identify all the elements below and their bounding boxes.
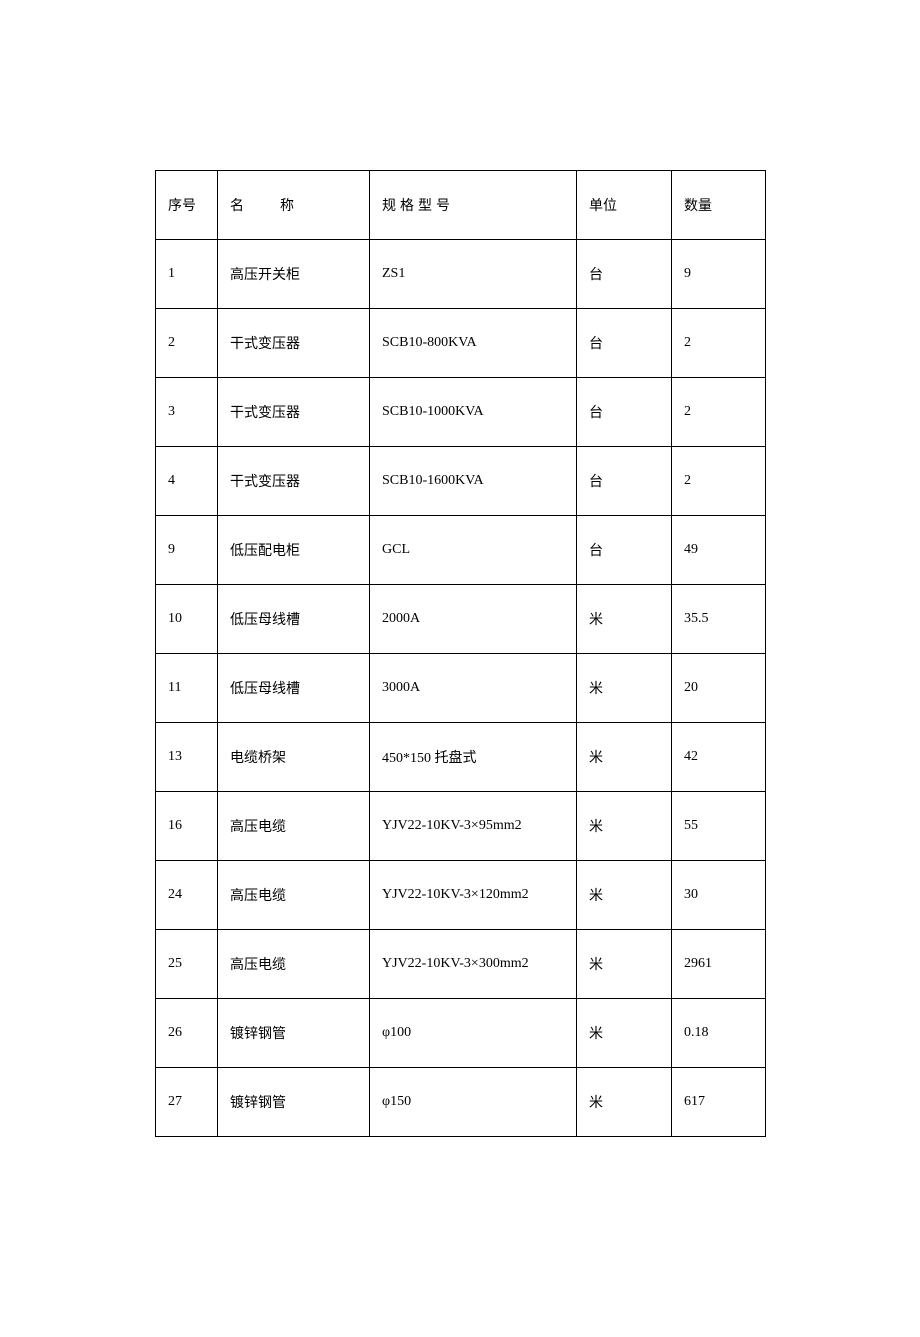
table-row: 24 高压电缆 YJV22-10KV-3×120mm2 米 30 <box>156 861 766 930</box>
table-row: 16 高压电缆 YJV22-10KV-3×95mm2 米 55 <box>156 792 766 861</box>
cell-name: 高压电缆 <box>218 861 370 930</box>
header-name: 名称 <box>218 171 370 240</box>
cell-unit: 台 <box>577 378 672 447</box>
cell-unit: 米 <box>577 861 672 930</box>
table-row: 3 干式变压器 SCB10-1000KVA 台 2 <box>156 378 766 447</box>
table-body: 1 高压开关柜 ZS1 台 9 2 干式变压器 SCB10-800KVA 台 2… <box>156 240 766 1137</box>
cell-spec: SCB10-800KVA <box>370 309 577 378</box>
cell-name: 干式变压器 <box>218 447 370 516</box>
cell-qty: 9 <box>672 240 766 309</box>
cell-spec: GCL <box>370 516 577 585</box>
cell-spec: YJV22-10KV-3×120mm2 <box>370 861 577 930</box>
cell-seq: 4 <box>156 447 218 516</box>
cell-qty: 2 <box>672 309 766 378</box>
cell-seq: 11 <box>156 654 218 723</box>
cell-seq: 27 <box>156 1068 218 1137</box>
cell-qty: 49 <box>672 516 766 585</box>
header-qty: 数量 <box>672 171 766 240</box>
cell-name: 高压电缆 <box>218 792 370 861</box>
cell-seq: 2 <box>156 309 218 378</box>
cell-spec: φ100 <box>370 999 577 1068</box>
cell-spec: 2000A <box>370 585 577 654</box>
cell-unit: 台 <box>577 447 672 516</box>
cell-qty: 2 <box>672 447 766 516</box>
cell-unit: 米 <box>577 723 672 792</box>
cell-unit: 米 <box>577 1068 672 1137</box>
table-row: 4 干式变压器 SCB10-1600KVA 台 2 <box>156 447 766 516</box>
cell-qty: 55 <box>672 792 766 861</box>
cell-unit: 米 <box>577 654 672 723</box>
cell-seq: 24 <box>156 861 218 930</box>
cell-name: 干式变压器 <box>218 309 370 378</box>
cell-qty: 30 <box>672 861 766 930</box>
table-row: 10 低压母线槽 2000A 米 35.5 <box>156 585 766 654</box>
table-header-row: 序号 名称 规格型号 单位 数量 <box>156 171 766 240</box>
cell-unit: 台 <box>577 309 672 378</box>
cell-unit: 米 <box>577 585 672 654</box>
cell-spec: ZS1 <box>370 240 577 309</box>
table-row: 26 镀锌钢管 φ100 米 0.18 <box>156 999 766 1068</box>
cell-seq: 9 <box>156 516 218 585</box>
cell-seq: 25 <box>156 930 218 999</box>
cell-spec: SCB10-1000KVA <box>370 378 577 447</box>
cell-qty: 0.18 <box>672 999 766 1068</box>
table-row: 25 高压电缆 YJV22-10KV-3×300mm2 米 2961 <box>156 930 766 999</box>
cell-seq: 3 <box>156 378 218 447</box>
cell-qty: 42 <box>672 723 766 792</box>
table-row: 27 镀锌钢管 φ150 米 617 <box>156 1068 766 1137</box>
cell-name: 干式变压器 <box>218 378 370 447</box>
header-unit: 单位 <box>577 171 672 240</box>
table-row: 1 高压开关柜 ZS1 台 9 <box>156 240 766 309</box>
cell-seq: 26 <box>156 999 218 1068</box>
cell-name: 镀锌钢管 <box>218 1068 370 1137</box>
cell-unit: 米 <box>577 999 672 1068</box>
cell-spec: YJV22-10KV-3×95mm2 <box>370 792 577 861</box>
cell-unit: 米 <box>577 792 672 861</box>
table-row: 9 低压配电柜 GCL 台 49 <box>156 516 766 585</box>
cell-spec: SCB10-1600KVA <box>370 447 577 516</box>
cell-name: 低压母线槽 <box>218 585 370 654</box>
cell-spec: 3000A <box>370 654 577 723</box>
cell-name: 镀锌钢管 <box>218 999 370 1068</box>
header-spec: 规格型号 <box>370 171 577 240</box>
cell-name: 电缆桥架 <box>218 723 370 792</box>
cell-spec: φ150 <box>370 1068 577 1137</box>
cell-name: 高压开关柜 <box>218 240 370 309</box>
cell-qty: 617 <box>672 1068 766 1137</box>
cell-qty: 2 <box>672 378 766 447</box>
equipment-table: 序号 名称 规格型号 单位 数量 1 高压开关柜 ZS1 台 9 2 干式变压器… <box>155 170 766 1137</box>
cell-name: 低压配电柜 <box>218 516 370 585</box>
header-seq: 序号 <box>156 171 218 240</box>
cell-qty: 35.5 <box>672 585 766 654</box>
cell-qty: 2961 <box>672 930 766 999</box>
cell-spec: YJV22-10KV-3×300mm2 <box>370 930 577 999</box>
cell-seq: 13 <box>156 723 218 792</box>
table-row: 13 电缆桥架 450*150 托盘式 米 42 <box>156 723 766 792</box>
cell-unit: 米 <box>577 930 672 999</box>
cell-qty: 20 <box>672 654 766 723</box>
cell-unit: 台 <box>577 240 672 309</box>
table-row: 11 低压母线槽 3000A 米 20 <box>156 654 766 723</box>
cell-spec: 450*150 托盘式 <box>370 723 577 792</box>
table-row: 2 干式变压器 SCB10-800KVA 台 2 <box>156 309 766 378</box>
cell-name: 低压母线槽 <box>218 654 370 723</box>
cell-name: 高压电缆 <box>218 930 370 999</box>
cell-unit: 台 <box>577 516 672 585</box>
cell-seq: 1 <box>156 240 218 309</box>
cell-seq: 16 <box>156 792 218 861</box>
cell-seq: 10 <box>156 585 218 654</box>
